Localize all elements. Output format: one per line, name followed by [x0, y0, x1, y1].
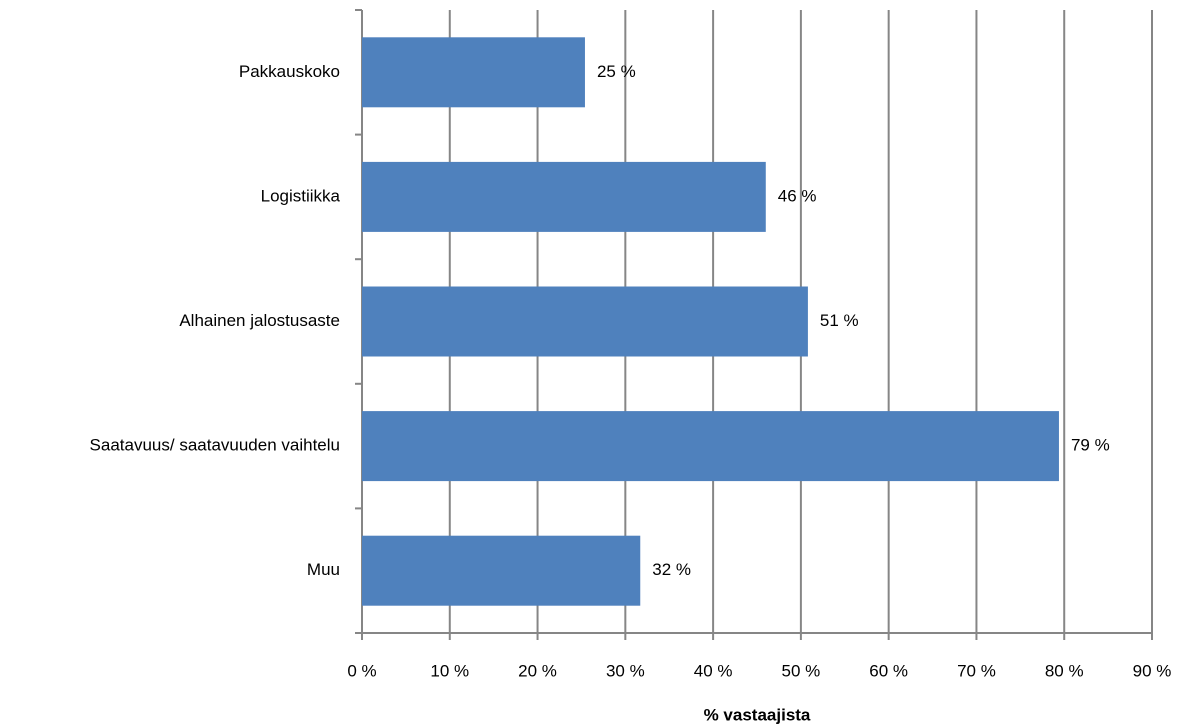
- bar: [362, 411, 1059, 482]
- x-tick-label: 30 %: [606, 661, 645, 680]
- y-tick-label: Muu: [307, 560, 340, 579]
- x-tick-label: 90 %: [1133, 661, 1172, 680]
- y-tick-label: Logistiikka: [261, 186, 341, 205]
- x-tick-label: 50 %: [782, 661, 821, 680]
- y-tick-label: Saatavuus/ saatavuuden vaihtelu: [90, 436, 340, 455]
- bar: [362, 535, 641, 606]
- data-label: 32 %: [652, 560, 691, 579]
- data-label: 51 %: [820, 311, 859, 330]
- x-tick-label: 60 %: [869, 661, 908, 680]
- x-tick-label: 20 %: [518, 661, 557, 680]
- x-tick-label: 40 %: [694, 661, 733, 680]
- x-tick-label: 0 %: [347, 661, 376, 680]
- data-label: 46 %: [778, 186, 817, 205]
- bar: [362, 286, 808, 357]
- y-tick-label: Alhainen jalostusaste: [179, 311, 340, 330]
- data-label: 79 %: [1071, 436, 1110, 455]
- data-label: 25 %: [597, 62, 636, 81]
- bar: [362, 161, 766, 232]
- x-tick-label: 80 %: [1045, 661, 1084, 680]
- x-tick-label: 70 %: [957, 661, 996, 680]
- y-tick-label: Pakkauskoko: [239, 62, 340, 81]
- bar: [362, 37, 585, 108]
- x-tick-label: 10 %: [430, 661, 469, 680]
- x-axis-title: % vastaajista: [704, 705, 811, 724]
